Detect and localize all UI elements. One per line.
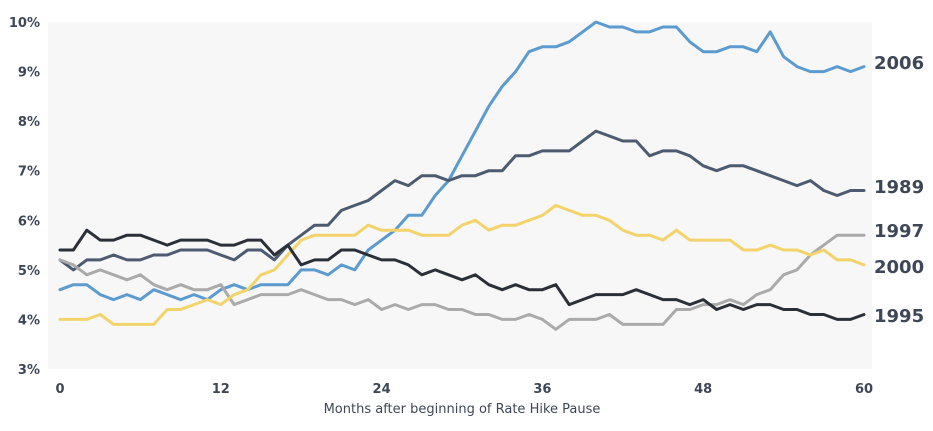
x-tick-label: 12 (212, 382, 230, 397)
x-tick-label: 48 (694, 382, 712, 397)
series-line-1989 (58, 129, 866, 272)
series-line-1997 (58, 233, 866, 331)
x-axis-title: Months after beginning of Rate Hike Paus… (324, 402, 601, 417)
series-line-2006 (58, 20, 866, 302)
y-tick-label: 8% (18, 115, 40, 130)
x-tick-label: 60 (855, 382, 873, 397)
series-lines (58, 20, 866, 331)
y-tick-label: 10% (9, 16, 40, 31)
series-labels: 2006 1989 1997 2000 1995 (874, 53, 924, 327)
y-tick-label: 4% (18, 313, 40, 328)
x-tick-label: 36 (533, 382, 551, 397)
y-axis-ticks: 3% 4% 5% 6% 7% 8% 9% 10% (9, 16, 40, 378)
x-tick-label: 24 (373, 382, 391, 397)
series-label-2000: 2000 (874, 257, 924, 278)
y-tick-label: 9% (18, 66, 40, 81)
x-tick-label: 0 (55, 382, 64, 397)
series-line-2000 (58, 203, 866, 326)
series-line-1995 (58, 228, 866, 321)
y-tick-label: 5% (18, 264, 40, 279)
series-label-1997: 1997 (874, 221, 924, 242)
series-label-1995: 1995 (874, 306, 924, 327)
plot-background (48, 22, 872, 369)
x-axis-ticks: 0 12 24 36 48 60 (55, 382, 873, 397)
y-tick-label: 7% (18, 165, 40, 180)
series-label-2006: 2006 (874, 53, 924, 74)
y-tick-label: 6% (18, 214, 40, 229)
series-label-1989: 1989 (874, 177, 924, 198)
y-tick-label: 3% (18, 363, 40, 378)
